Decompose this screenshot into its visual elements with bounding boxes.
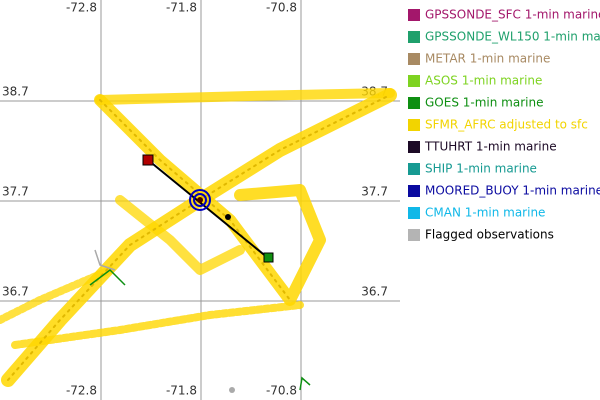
lon-label: -70.8 (266, 384, 297, 398)
legend-item: CMAN 1-min marine (408, 206, 545, 220)
lat-label: 36.7 (361, 285, 388, 299)
legend-label: CMAN 1-min marine (425, 206, 545, 220)
lon-label: -70.8 (266, 1, 297, 15)
lon-label: -71.8 (166, 1, 197, 15)
legend-label: Flagged observations (425, 228, 554, 242)
legend-swatch (408, 75, 420, 87)
lon-label: -72.8 (66, 384, 97, 398)
storm-track (142, 154, 274, 263)
legend-label: TTUHRT 1-min marine (424, 140, 557, 154)
legend-label: MOORED_BUOY 1-min marine (425, 184, 600, 198)
legend-label: SFMR_AFRC adjusted to sfc (425, 118, 588, 132)
legend-swatch (408, 97, 420, 109)
legend-label: ASOS 1-min marine (425, 74, 542, 88)
legend-item: MOORED_BUOY 1-min marine (408, 184, 600, 198)
lat-label: 38.7 (2, 85, 29, 99)
legend-label: SHIP 1-min marine (425, 162, 537, 176)
legend-swatch (408, 229, 420, 241)
legend-item: SFMR_AFRC adjusted to sfc (408, 118, 588, 132)
legend-label: GOES 1-min marine (425, 96, 543, 110)
legend-item: GPSSONDE_SFC 1-min marine (408, 8, 600, 22)
legend-swatch (408, 119, 420, 131)
legend-item: GOES 1-min marine (408, 96, 543, 110)
legend-item: METAR 1-min marine (408, 52, 550, 66)
legend-label: GPSSONDE_WL150 1-min marine (425, 30, 600, 44)
legend-label: GPSSONDE_SFC 1-min marine (425, 8, 600, 22)
legend-swatch (408, 163, 420, 175)
lon-label: -71.8 (166, 384, 197, 398)
legend-item: TTUHRT 1-min marine (408, 140, 557, 154)
legend-item: ASOS 1-min marine (408, 74, 542, 88)
station-barbs (89, 249, 311, 393)
legend-item: SHIP 1-min marine (408, 162, 537, 176)
legend-label: METAR 1-min marine (425, 52, 550, 66)
legend-swatch (408, 141, 420, 153)
lon-label: -72.8 (66, 1, 97, 15)
sfmr-track (0, 88, 397, 387)
lat-label: 37.7 (2, 185, 29, 199)
legend-swatch (408, 207, 420, 219)
legend-item: GPSSONDE_WL150 1-min marine (408, 30, 600, 44)
lat-label: 36.7 (2, 285, 29, 299)
legend-swatch (408, 9, 420, 21)
lat-label: 37.7 (361, 185, 388, 199)
legend-item: Flagged observations (408, 228, 554, 242)
legend: GPSSONDE_SFC 1-min marine GPSSONDE_WL150 … (408, 8, 600, 242)
legend-swatch (408, 185, 420, 197)
legend-swatch (408, 53, 420, 65)
grid: -72.8-72.8-71.8-71.8-70.8-70.838.7 38.737… (0, 0, 400, 400)
legend-swatch (408, 31, 420, 43)
